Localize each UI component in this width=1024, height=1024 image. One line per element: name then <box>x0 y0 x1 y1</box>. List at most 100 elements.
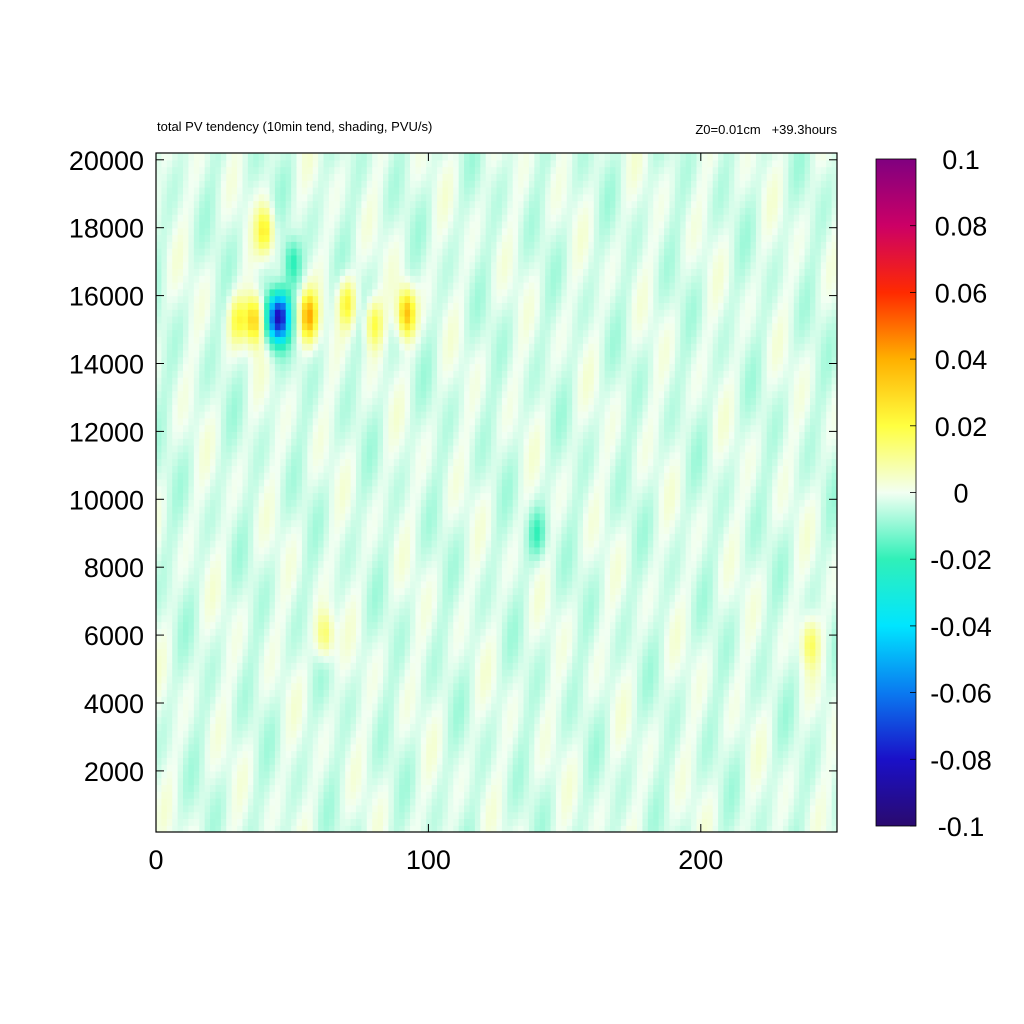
heatmap-cell <box>550 567 557 575</box>
heatmap-cell <box>712 736 719 745</box>
heatmap-cell <box>582 764 589 772</box>
heatmap-cell <box>231 798 238 806</box>
heatmap-cell <box>350 750 357 758</box>
heatmap-cell <box>782 689 789 697</box>
heatmap-cell <box>177 736 184 745</box>
heatmap-cell <box>820 628 827 636</box>
heatmap-cell <box>258 641 265 650</box>
heatmap-cell <box>718 716 725 724</box>
heatmap-cell <box>696 601 703 609</box>
heatmap-cell <box>604 675 611 684</box>
heatmap-cell <box>383 648 389 657</box>
heatmap-cell <box>685 764 692 772</box>
heatmap-cell <box>555 587 562 595</box>
heatmap-cell <box>734 689 741 697</box>
heatmap-cell <box>572 791 579 799</box>
heatmap-cell <box>669 811 676 820</box>
heatmap-cell <box>269 757 276 765</box>
heatmap-cell <box>431 825 438 832</box>
heatmap-cell <box>626 757 633 765</box>
heatmap-cell <box>545 702 552 711</box>
heatmap-cell <box>799 716 806 724</box>
heatmap-cell <box>269 567 276 575</box>
heatmap-cell <box>399 736 406 745</box>
heatmap-cell <box>393 709 400 718</box>
heatmap-cell <box>156 818 162 826</box>
heatmap-cell <box>501 723 508 731</box>
heatmap-cell <box>442 764 449 772</box>
heatmap-cell <box>361 580 368 589</box>
heatmap-cell <box>318 696 325 704</box>
heatmap-cell <box>707 669 714 677</box>
heatmap-cell <box>626 811 633 820</box>
heatmap-cell <box>782 621 789 629</box>
heatmap-cell <box>539 777 546 786</box>
heatmap-cell <box>242 696 249 704</box>
heatmap-cell <box>318 770 325 779</box>
heatmap-cell <box>231 784 238 792</box>
heatmap-cell <box>426 770 433 779</box>
heatmap-cell <box>301 587 308 595</box>
heatmap-cell <box>664 723 671 731</box>
heatmap-cell <box>582 587 589 595</box>
heatmap-cell <box>750 750 757 758</box>
heatmap-cell <box>696 607 703 616</box>
heatmap-cell <box>777 804 784 813</box>
heatmap-cell <box>712 825 719 832</box>
heatmap-cell <box>604 716 611 724</box>
heatmap-cell <box>707 804 714 813</box>
heatmap-cell <box>496 818 503 826</box>
heatmap-cell <box>388 743 395 752</box>
heatmap-cell <box>739 628 746 636</box>
heatmap-cell <box>253 689 260 697</box>
heatmap-cell <box>437 696 444 704</box>
heatmap-cell <box>372 764 379 772</box>
heatmap-cell <box>555 669 562 677</box>
heatmap-cell <box>388 730 395 738</box>
heatmap-cell <box>366 560 373 568</box>
heatmap-cell <box>204 621 211 629</box>
heatmap-cell <box>820 641 827 650</box>
heatmap-cell <box>485 601 492 609</box>
heatmap-cell <box>480 716 487 724</box>
heatmap-cell <box>437 723 444 731</box>
chart-title: total PV tendency (10min tend, shading, … <box>157 119 432 134</box>
heatmap-cell <box>820 784 827 792</box>
heatmap-cell <box>431 573 438 582</box>
heatmap-cell <box>701 811 708 820</box>
heatmap-cell <box>188 648 195 657</box>
heatmap-cell <box>491 689 498 697</box>
heatmap-cell <box>626 743 633 752</box>
heatmap-cell <box>345 573 352 582</box>
heatmap-cell <box>582 635 589 643</box>
heatmap-cell <box>372 770 379 779</box>
heatmap-cell <box>788 601 795 609</box>
heatmap-cell <box>172 825 179 832</box>
heatmap-cell <box>231 709 238 718</box>
heatmap-cell <box>485 791 492 799</box>
heatmap-cell <box>458 764 465 772</box>
heatmap-cell <box>550 743 557 752</box>
heatmap-cell <box>258 594 265 602</box>
heatmap-cell <box>301 804 308 813</box>
heatmap-cell <box>674 818 681 826</box>
heatmap-cell <box>280 818 287 826</box>
heatmap-cell <box>512 601 519 609</box>
heatmap-cell <box>593 587 600 595</box>
heatmap-cell <box>431 736 438 745</box>
heatmap-cell <box>166 791 173 799</box>
heatmap-cell <box>296 804 303 813</box>
heatmap-cell <box>437 635 444 643</box>
heatmap-cell <box>447 621 454 629</box>
heatmap-cell <box>393 621 400 629</box>
heatmap-cell <box>772 716 779 724</box>
heatmap-cell <box>323 567 330 575</box>
heatmap-cell <box>469 655 476 663</box>
heatmap-cell <box>404 669 411 677</box>
heatmap-cell <box>620 621 627 629</box>
heatmap-cell <box>253 587 260 595</box>
heatmap-cell <box>361 669 368 677</box>
heatmap-cell <box>285 730 292 738</box>
heatmap-cell <box>550 716 557 724</box>
heatmap-cell <box>831 709 837 718</box>
